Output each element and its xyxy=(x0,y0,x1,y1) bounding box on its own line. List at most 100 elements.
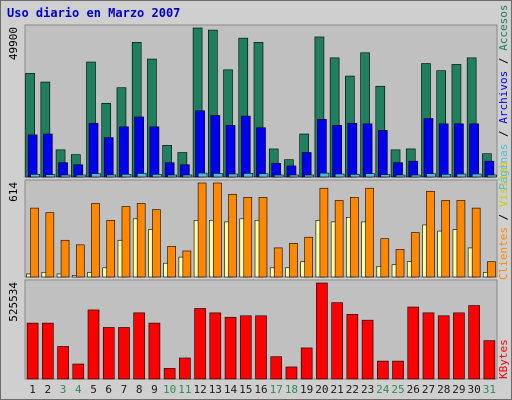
x-tick-label-6: 6 xyxy=(105,383,112,396)
bar-clientes-day-18 xyxy=(289,243,298,278)
x-tick-label-24: 24 xyxy=(376,383,390,396)
bar-paginas-day-30 xyxy=(471,173,482,178)
bar-kbytes-day-17 xyxy=(270,356,283,380)
bar-paginas-day-3 xyxy=(60,174,71,178)
bar-paginas-day-11 xyxy=(182,174,193,178)
bar-kbytes-day-23 xyxy=(361,319,374,380)
bar-clientes-day-15 xyxy=(243,197,253,278)
bar-archivos-day-24 xyxy=(378,130,388,178)
x-tick-label-17: 17 xyxy=(270,383,283,396)
bar-kbytes-day-14 xyxy=(224,316,237,380)
x-tick-label-21: 21 xyxy=(331,383,344,396)
bar-clientes-day-12 xyxy=(197,182,207,278)
bar-paginas-day-19 xyxy=(304,174,314,178)
bar-clientes-day-31 xyxy=(487,261,496,278)
bar-kbytes-day-29 xyxy=(453,312,465,380)
bottom-panel-series-labels: KBytes xyxy=(497,339,510,379)
bar-kbytes-day-9 xyxy=(148,322,161,380)
x-tick-label-1: 1 xyxy=(29,383,36,396)
bar-kbytes-day-11 xyxy=(179,357,191,380)
bar-paginas-day-2 xyxy=(45,174,56,178)
bar-paginas-day-1 xyxy=(30,174,40,178)
middle-panel-series-labels: Clientes / Visitas xyxy=(497,161,510,280)
bar-kbytes-day-5 xyxy=(87,309,100,380)
x-tick-label-27: 27 xyxy=(422,383,435,396)
bar-paginas-day-6 xyxy=(106,174,117,178)
bar-clientes-day-10 xyxy=(167,246,176,278)
bar-clientes-day-7 xyxy=(121,206,131,278)
bar-paginas-day-22 xyxy=(350,174,360,178)
bar-archivos-day-30 xyxy=(469,123,479,178)
bar-clientes-day-21 xyxy=(334,200,344,278)
bar-clientes-day-16 xyxy=(258,197,268,278)
x-tick-label-30: 30 xyxy=(468,383,481,396)
bar-paginas-day-5 xyxy=(91,173,101,178)
bar-clientes-day-17 xyxy=(273,247,283,278)
bar-clientes-day-29 xyxy=(456,200,466,278)
bar-kbytes-day-15 xyxy=(239,315,252,380)
bar-clientes-day-1 xyxy=(30,207,39,278)
series-label-kbytes: KBytes xyxy=(497,339,510,379)
bar-archivos-day-7 xyxy=(119,126,129,178)
bar-kbytes-day-19 xyxy=(300,347,313,380)
chart-title: Uso diario en Marzo 2007 xyxy=(7,6,181,20)
x-tick-label-22: 22 xyxy=(346,383,359,396)
x-tick-label-26: 26 xyxy=(407,383,420,396)
bar-archivos-day-15 xyxy=(240,115,251,178)
bar-kbytes-day-10 xyxy=(163,368,176,380)
bar-archivos-day-27 xyxy=(423,118,434,178)
x-tick-label-13: 13 xyxy=(209,383,222,396)
bar-paginas-day-14 xyxy=(228,173,238,178)
bar-archivos-day-31 xyxy=(484,160,495,178)
bar-paginas-day-13 xyxy=(213,173,223,178)
series-label-separator: / xyxy=(497,124,510,144)
bar-archivos-day-13 xyxy=(210,115,221,178)
axis-max-label-2: 614 xyxy=(7,182,20,202)
bar-clientes-day-25 xyxy=(395,249,405,278)
x-tick-label-4: 4 xyxy=(75,383,82,396)
bar-kbytes-day-6 xyxy=(102,327,115,380)
bar-archivos-day-5 xyxy=(88,122,99,178)
bar-kbytes-day-13 xyxy=(209,312,222,380)
x-tick-label-5: 5 xyxy=(90,383,97,396)
x-tick-label-9: 9 xyxy=(151,383,158,396)
bar-paginas-day-29 xyxy=(456,173,467,178)
series-label-accesos: Accesos xyxy=(497,5,510,51)
bar-archivos-day-23 xyxy=(362,123,373,178)
bar-clientes-day-5 xyxy=(91,203,100,278)
x-tick-label-8: 8 xyxy=(136,383,143,396)
bar-archivos-day-6 xyxy=(103,137,114,178)
bar-clientes-day-30 xyxy=(471,207,481,278)
x-tick-label-20: 20 xyxy=(315,383,328,396)
bar-kbytes-day-28 xyxy=(437,315,450,380)
bar-clientes-day-6 xyxy=(106,220,116,278)
bar-paginas-day-10 xyxy=(167,174,177,178)
x-tick-label-15: 15 xyxy=(239,383,252,396)
x-tick-label-2: 2 xyxy=(45,383,52,396)
bar-paginas-day-26 xyxy=(410,174,421,178)
top-panel-series-labels: Páginas / Archivos / Accesos xyxy=(497,5,510,190)
bar-paginas-day-23 xyxy=(365,173,375,178)
bar-paginas-day-18 xyxy=(289,174,299,178)
bar-kbytes-day-16 xyxy=(255,315,267,380)
bar-paginas-day-31 xyxy=(487,174,497,178)
bar-clientes-day-4 xyxy=(75,244,85,278)
bar-kbytes-day-20 xyxy=(316,282,328,380)
x-tick-label-29: 29 xyxy=(452,383,465,396)
bar-clientes-day-28 xyxy=(441,200,451,278)
bar-paginas-day-20 xyxy=(319,172,330,178)
bar-archivos-day-8 xyxy=(134,116,144,178)
x-tick-label-3: 3 xyxy=(60,383,67,396)
bar-paginas-day-7 xyxy=(121,174,132,178)
x-tick-label-12: 12 xyxy=(193,383,206,396)
bar-archivos-day-2 xyxy=(43,133,53,178)
bar-paginas-day-21 xyxy=(334,173,345,178)
bar-clientes-day-3 xyxy=(60,239,70,278)
bar-kbytes-day-7 xyxy=(118,327,130,380)
bar-archivos-day-29 xyxy=(454,123,464,178)
series-label-clientes: Clientes xyxy=(497,227,510,280)
bar-kbytes-day-30 xyxy=(468,305,480,380)
series-label-archivos: Archivos xyxy=(497,71,510,124)
bar-paginas-day-9 xyxy=(152,174,162,178)
bar-archivos-day-28 xyxy=(438,123,449,178)
